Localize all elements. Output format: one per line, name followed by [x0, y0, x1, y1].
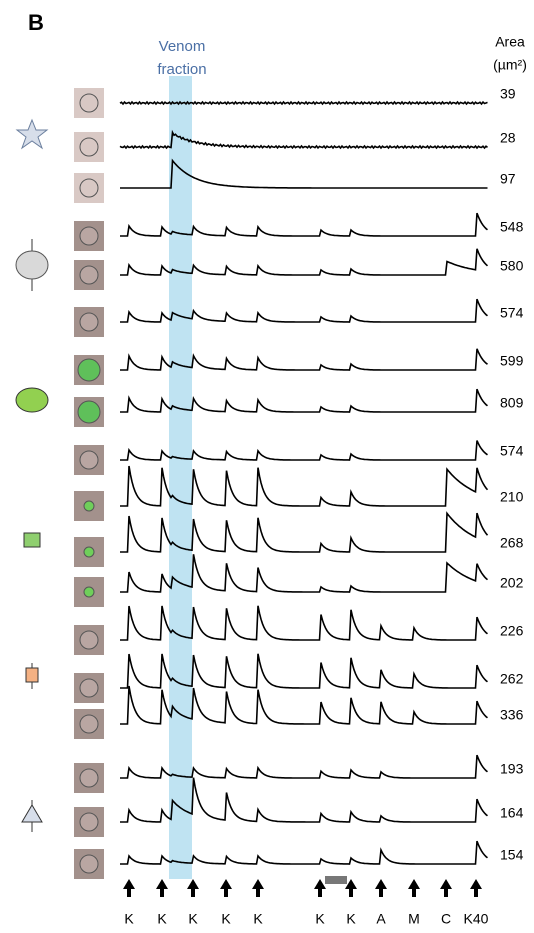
stimulus-arrow	[440, 879, 452, 897]
area-value: 580	[500, 258, 524, 274]
stimulus-arrow	[470, 879, 482, 897]
cell-body	[80, 94, 98, 112]
area-value: 226	[500, 623, 524, 639]
cell-body	[80, 679, 98, 697]
area-value: 39	[500, 86, 516, 102]
cell-body	[78, 401, 100, 423]
cell-body	[84, 587, 94, 597]
cell-body	[84, 547, 94, 557]
cell-body	[80, 313, 98, 331]
cell-body	[80, 138, 98, 156]
cell-body	[80, 769, 98, 787]
area-value: 809	[500, 395, 524, 411]
stimulus-arrow	[408, 879, 420, 897]
star-symbol	[17, 120, 47, 148]
green-ellipse-symbol	[16, 388, 48, 412]
area-value: 336	[500, 707, 524, 723]
stimulus-label: M	[408, 911, 420, 927]
area-value: 210	[500, 489, 524, 505]
cell-body	[80, 855, 98, 873]
area-value: 193	[500, 761, 524, 777]
area-header: (µm²)	[493, 57, 527, 73]
cell-body	[80, 813, 98, 831]
stimulus-arrow	[156, 879, 168, 897]
stimulus-label: K	[346, 911, 356, 927]
cell-body	[80, 451, 98, 469]
stimulus-label: K	[124, 911, 134, 927]
area-value: 97	[500, 171, 516, 187]
venom-band	[169, 76, 192, 879]
cell-body	[80, 227, 98, 245]
application-bar	[325, 876, 347, 884]
panel-label: B	[28, 10, 44, 35]
figure-panel: B Venom fraction Area (µm²) 39 28 97 548 580…	[0, 0, 534, 933]
venom-label: fraction	[157, 61, 206, 78]
area-value: 574	[500, 305, 524, 321]
stimulus-label: K	[157, 911, 167, 927]
orange-square-symbol	[26, 668, 38, 682]
cell-body	[78, 359, 100, 381]
stimulus-label: A	[376, 911, 386, 927]
stimulus-label: K	[188, 911, 198, 927]
stimulus-arrow	[220, 879, 232, 897]
area-value: 574	[500, 443, 524, 459]
area-value: 262	[500, 671, 524, 687]
cell-body	[80, 179, 98, 197]
stimulus-arrow	[187, 879, 199, 897]
stimulus-label: K40	[464, 911, 489, 927]
area-value: 164	[500, 805, 524, 821]
stimulus-arrow	[252, 879, 264, 897]
cell-body	[80, 631, 98, 649]
area-value: 268	[500, 535, 524, 551]
stimulus-arrow	[123, 879, 135, 897]
area-value: 28	[500, 130, 516, 146]
area-value: 202	[500, 575, 524, 591]
stimulus-label: K	[253, 911, 263, 927]
area-value: 548	[500, 219, 524, 235]
ellipse-symbol	[16, 251, 48, 279]
stimulus-label: K	[315, 911, 325, 927]
triangle-symbol	[22, 805, 42, 822]
cell-body	[80, 715, 98, 733]
area-value: 154	[500, 847, 524, 863]
stimulus-arrow	[314, 879, 326, 897]
stimulus-label: C	[441, 911, 451, 927]
cell-body	[80, 266, 98, 284]
cell-body	[84, 501, 94, 511]
green-square-symbol	[24, 533, 40, 547]
stimulus-arrow	[375, 879, 387, 897]
venom-label: Venom	[159, 38, 206, 55]
area-value: 599	[500, 353, 524, 369]
area-header: Area	[495, 34, 525, 50]
stimulus-label: K	[221, 911, 231, 927]
